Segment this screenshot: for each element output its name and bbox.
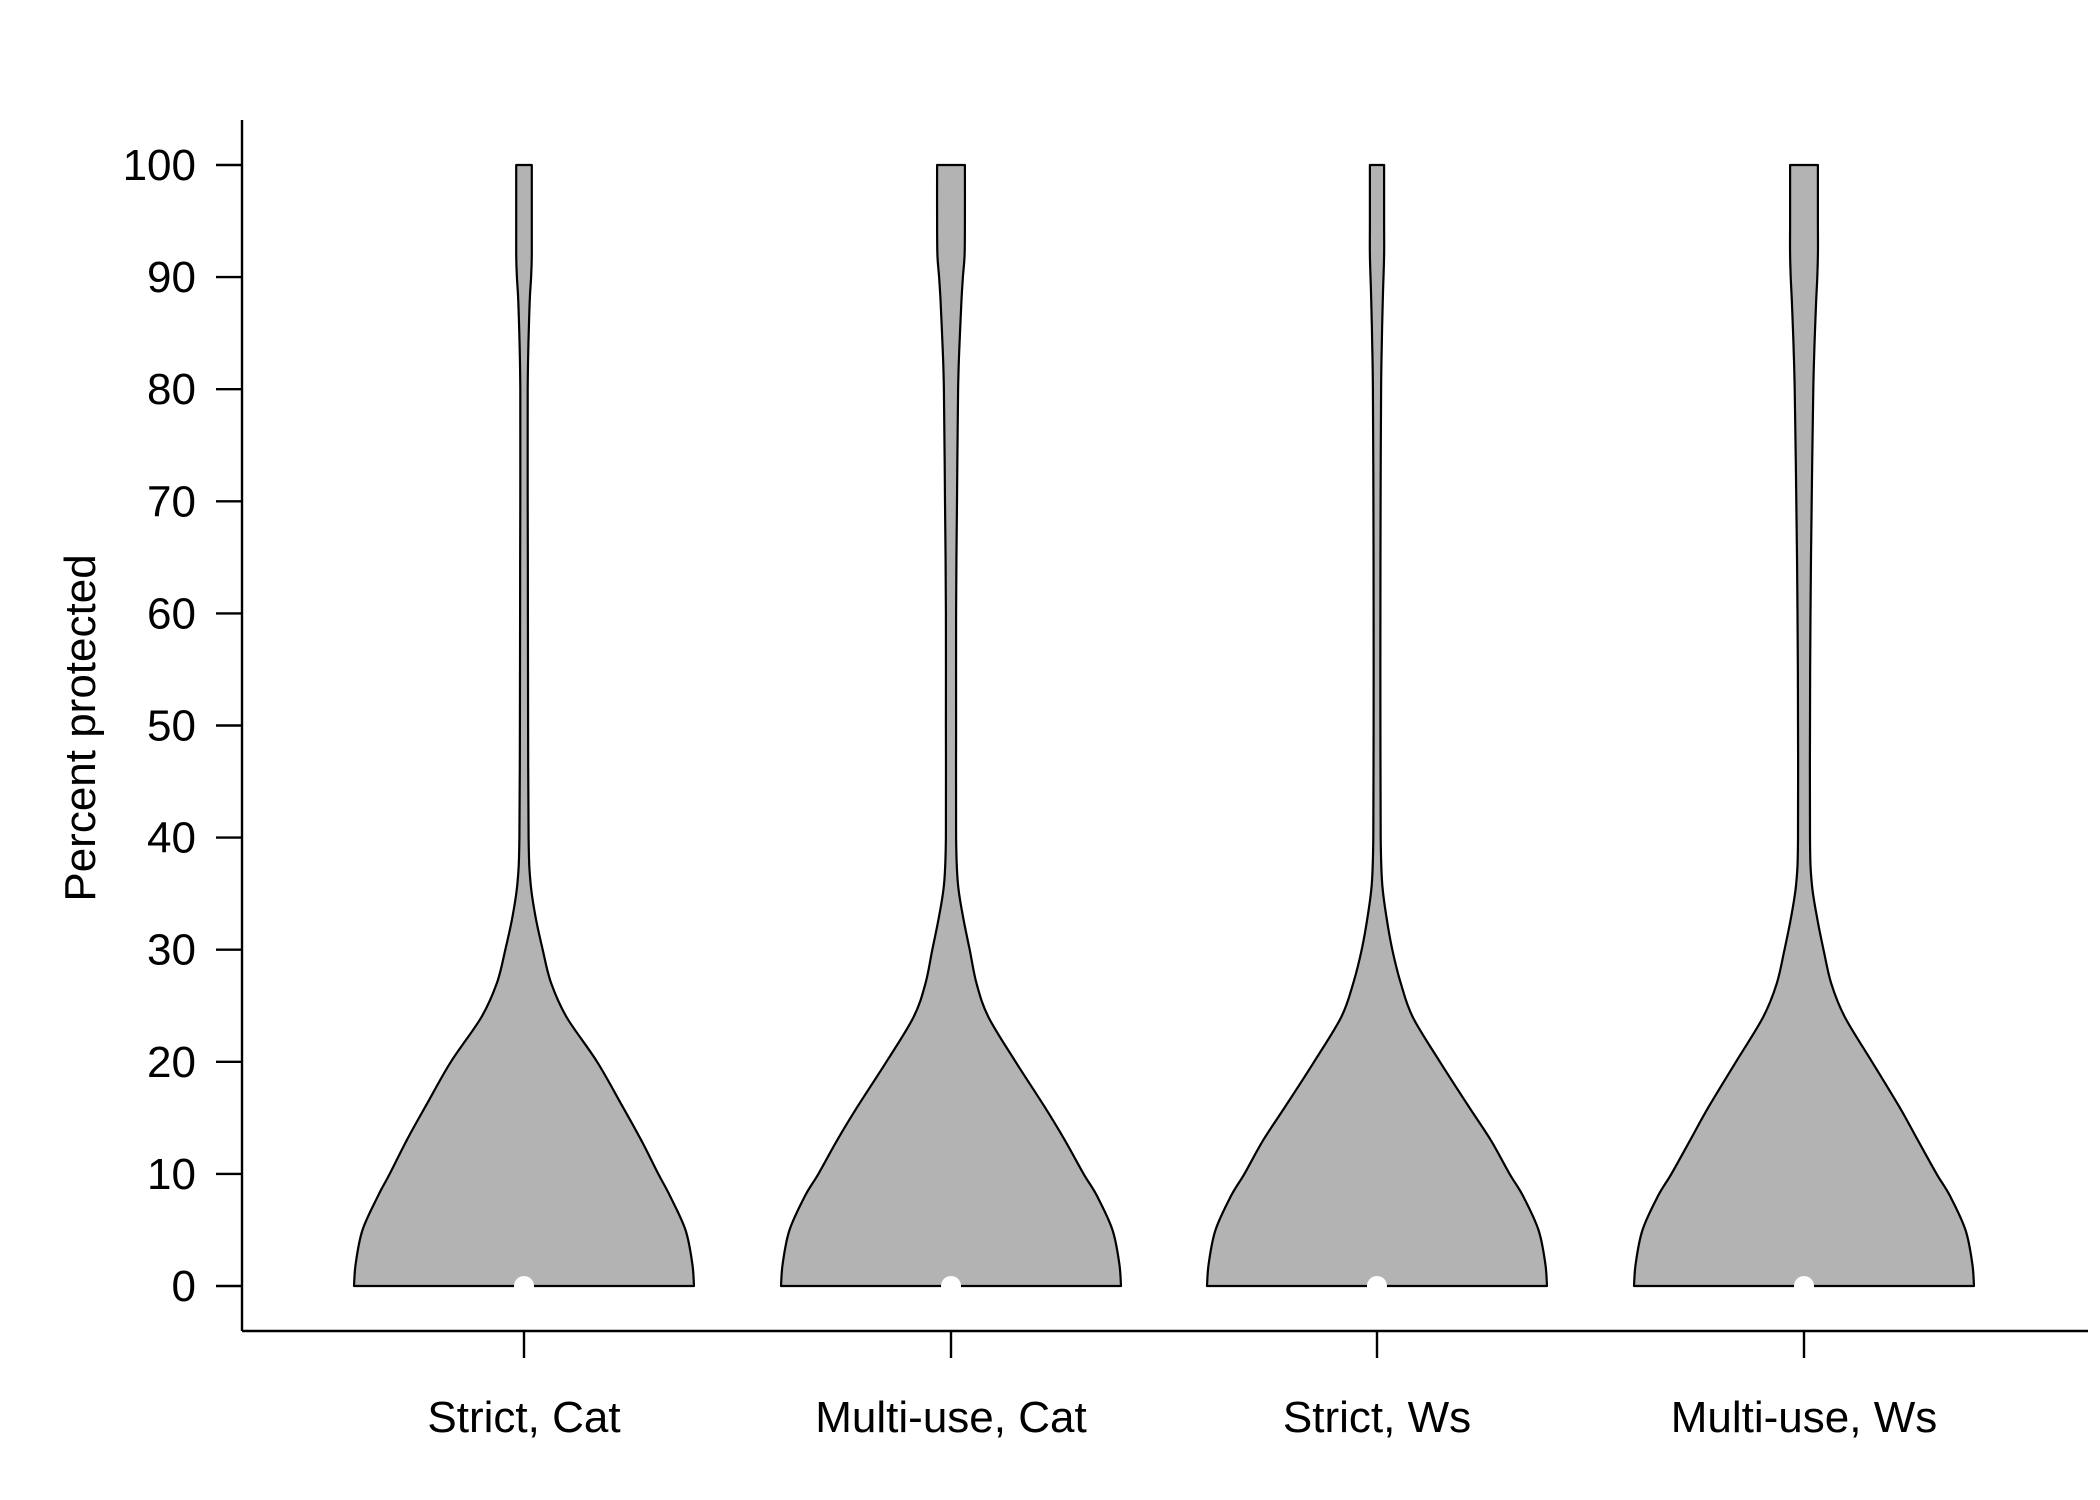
y-tick-label: 30 bbox=[147, 926, 196, 975]
y-tick-label: 50 bbox=[147, 702, 196, 751]
y-tick-label: 90 bbox=[147, 253, 196, 302]
median-point bbox=[941, 1276, 961, 1296]
y-axis-label: Percent protected bbox=[56, 554, 105, 901]
y-tick-label: 20 bbox=[147, 1038, 196, 1087]
violins bbox=[352, 163, 1976, 1296]
y-tick-label: 60 bbox=[147, 589, 196, 638]
median-point bbox=[514, 1276, 534, 1296]
x-tick-label: Multi-use, Ws bbox=[1671, 1393, 1937, 1442]
y-axis: 0 10 20 30 40 50 60 70 80 90 100 bbox=[123, 120, 244, 1331]
y-tick-label: 100 bbox=[123, 141, 196, 190]
violin-4 bbox=[1632, 163, 1976, 1288]
x-tick-label: Strict, Ws bbox=[1283, 1393, 1471, 1442]
x-axis: Strict, Cat Multi-use, Cat Strict, Ws Multi… bbox=[242, 1329, 2088, 1442]
x-tick-label: Multi-use, Cat bbox=[815, 1393, 1086, 1442]
y-tick-label: 0 bbox=[172, 1262, 196, 1311]
y-tick-label: 10 bbox=[147, 1150, 196, 1199]
median-point bbox=[1367, 1276, 1387, 1296]
median-point bbox=[1794, 1276, 1814, 1296]
x-tick-label: Strict, Cat bbox=[427, 1393, 620, 1442]
y-tick-label: 40 bbox=[147, 814, 196, 863]
violin-3 bbox=[1205, 163, 1549, 1288]
violin-2 bbox=[779, 163, 1123, 1288]
y-tick-label: 80 bbox=[147, 365, 196, 414]
violin-1 bbox=[352, 163, 696, 1288]
y-tick-label: 70 bbox=[147, 477, 196, 526]
